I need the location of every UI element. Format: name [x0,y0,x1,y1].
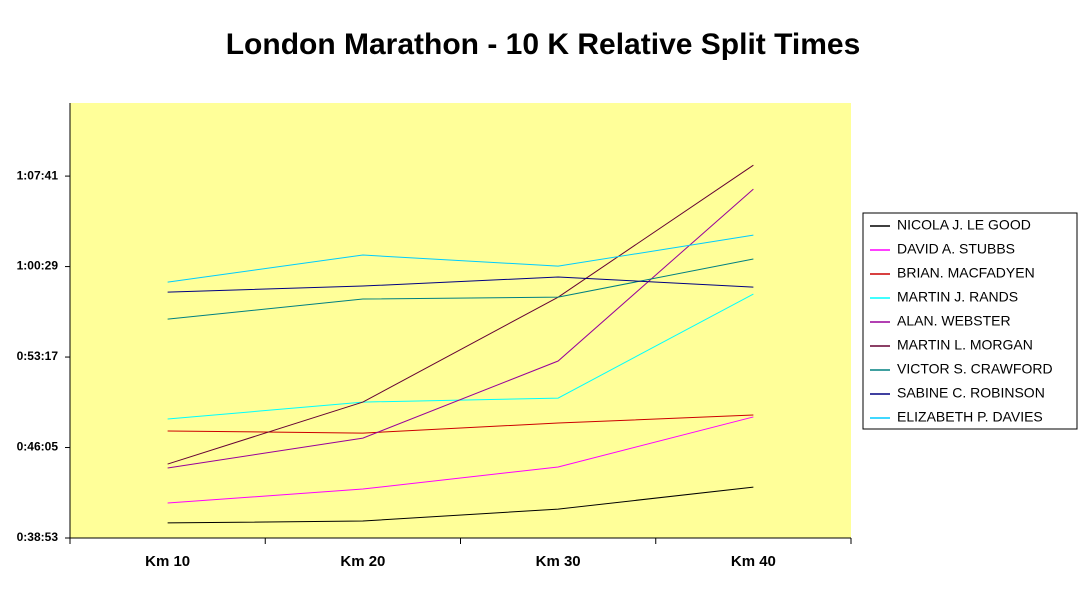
y-tick-label: 1:00:29 [17,259,59,273]
chart-title: London Marathon - 10 K Relative Split Ti… [226,28,861,61]
y-tick-label: 1:07:41 [17,168,59,182]
y-tick-label: 0:38:53 [17,530,59,544]
legend-label: ELIZABETH P. DAVIES [897,409,1043,425]
x-tick-label: Km 20 [340,553,385,570]
x-tick-label: Km 10 [145,553,190,570]
legend-label: ALAN. WEBSTER [897,313,1011,329]
series-line [167,234,754,283]
legend-label: BRIAN. MACFADYEN [897,265,1035,281]
legend-label: VICTOR S. CRAWFORD [897,361,1053,377]
series-line [167,188,754,469]
series-line [167,416,754,504]
legend-label: MARTIN J. RANDS [897,289,1018,305]
series-line [167,258,754,320]
plot-area [70,103,851,538]
x-tick-label: Km 40 [731,553,776,570]
legend-label: SABINE C. ROBINSON [897,385,1045,401]
series-line [167,164,754,465]
series-line [167,486,754,524]
y-tick-label: 0:53:17 [17,349,59,363]
legend-label: MARTIN L. MORGAN [897,337,1033,353]
legend-label: NICOLA J. LE GOOD [897,217,1031,233]
x-tick-label: Km 30 [536,553,581,570]
legend-label: DAVID A. STUBBS [897,241,1015,257]
y-tick-label: 0:46:05 [17,440,59,454]
series-line [167,276,754,293]
legend-box [862,212,1078,430]
series-line [167,414,754,434]
